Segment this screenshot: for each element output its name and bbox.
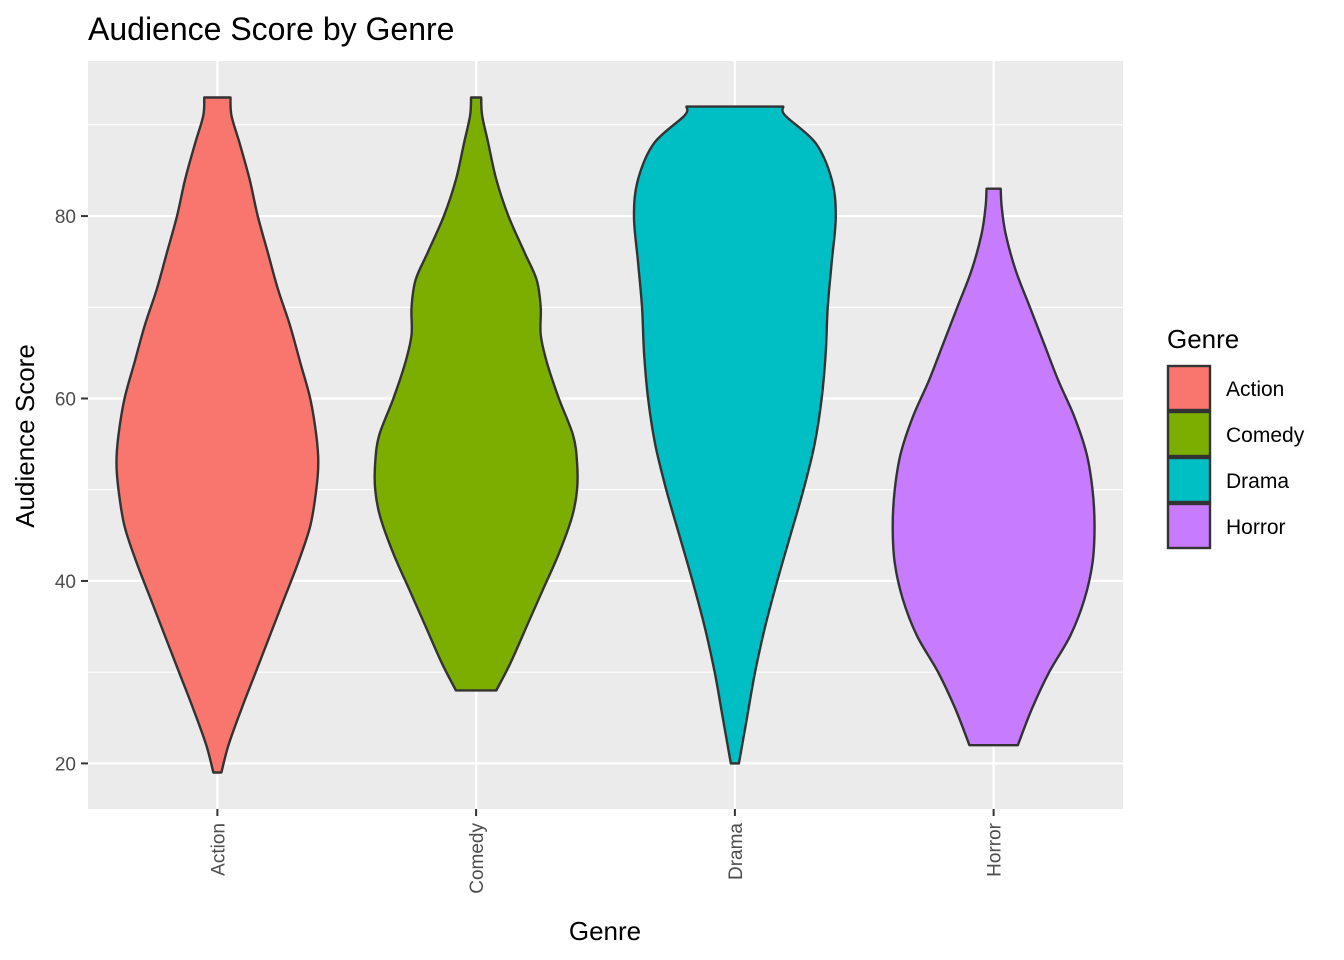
y-tick-label: 20 xyxy=(55,754,76,775)
legend-swatch-horror xyxy=(1166,502,1212,550)
legend-swatch-drama xyxy=(1166,456,1212,504)
x-tick-label: Horror xyxy=(985,822,1006,877)
legend-label-drama: Drama xyxy=(1226,470,1289,493)
violins xyxy=(115,96,1096,774)
legend: Genre Action Comedy Drama Horror xyxy=(1166,324,1305,550)
legend-label-horror: Horror xyxy=(1226,516,1286,539)
violin-drama xyxy=(632,105,837,765)
y-axis-title: Audience Score xyxy=(10,344,40,528)
violin-action xyxy=(115,96,320,774)
x-tick-label: Action xyxy=(208,823,229,876)
x-tick-label: Drama xyxy=(726,823,747,880)
x-axis-title: Genre xyxy=(569,916,641,946)
legend-label-comedy: Comedy xyxy=(1226,424,1305,447)
violin-comedy xyxy=(373,96,579,692)
x-axis: Action Comedy Drama Horror xyxy=(208,809,1006,894)
y-axis: 20 40 60 80 xyxy=(55,207,88,775)
chart-title: Audience Score by Genre xyxy=(88,11,454,47)
legend-swatch-comedy xyxy=(1166,410,1212,458)
legend-swatch-action xyxy=(1166,364,1212,412)
y-tick-label: 80 xyxy=(55,207,76,228)
x-tick-label: Comedy xyxy=(467,823,488,894)
violin-horror xyxy=(891,187,1096,747)
y-tick-label: 40 xyxy=(55,572,76,593)
legend-label-action: Action xyxy=(1226,378,1284,401)
legend-title: Genre xyxy=(1167,324,1239,354)
y-tick-label: 60 xyxy=(55,390,76,411)
